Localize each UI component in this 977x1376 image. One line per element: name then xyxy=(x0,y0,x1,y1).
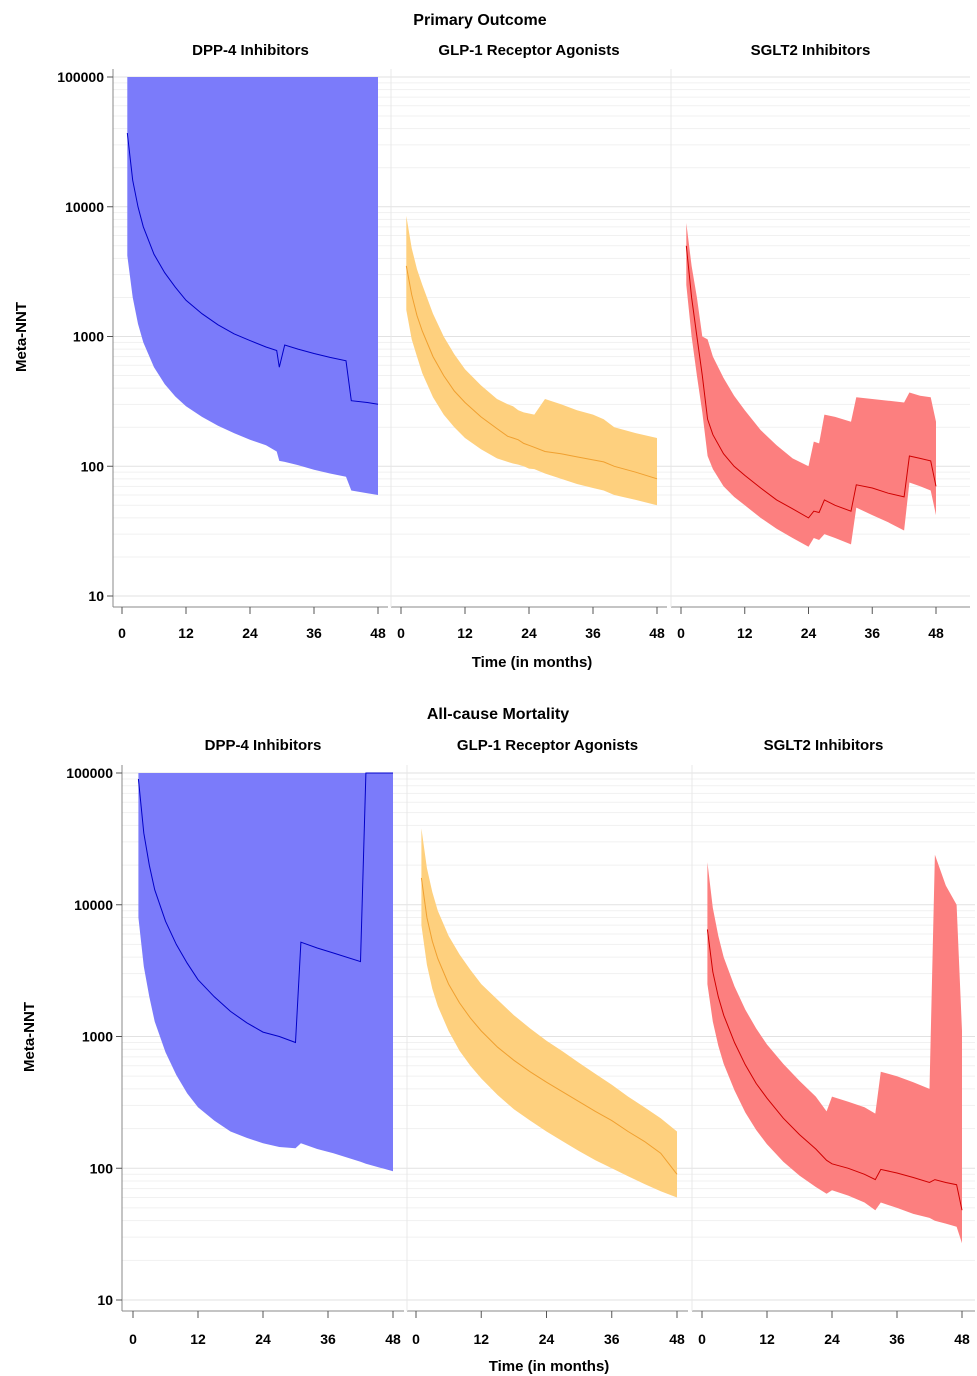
panel-title: SGLT2 Inhibitors xyxy=(764,737,884,754)
x-tick-label: 36 xyxy=(889,1331,905,1347)
y-tick-label: 100000 xyxy=(66,765,113,781)
y-tick-label: 100000 xyxy=(57,69,104,85)
estimate-line xyxy=(685,245,937,519)
x-axis-label: Time (in months) xyxy=(489,1358,610,1375)
x-tick-label: 24 xyxy=(242,625,258,641)
x-tick-label: 12 xyxy=(178,625,194,641)
panel-title: GLP-1 Receptor Agonists xyxy=(438,42,619,59)
confidence-band xyxy=(707,854,962,1244)
panel-dpp-4-inhibitors: DPP-4 Inhibitors 0 12 24 36 48 xyxy=(122,737,404,1347)
panel-title: DPP-4 Inhibitors xyxy=(192,42,309,59)
panel-dpp-4-inhibitors: DPP-4 Inhibitors 0 12 24 36 48 xyxy=(113,42,388,641)
figure-title-all-cause-mortality: All-cause Mortality xyxy=(427,706,569,723)
y-axis-label: Meta-NNT xyxy=(21,1002,38,1072)
panel-title: GLP-1 Receptor Agonists xyxy=(457,737,638,754)
y-tick-label: 100 xyxy=(90,1160,114,1176)
confidence-band xyxy=(686,223,936,547)
y-tick-label: 1000 xyxy=(82,1029,113,1045)
y-tick-label: 100 xyxy=(81,458,105,474)
x-tick-label: 48 xyxy=(370,625,386,641)
confidence-band xyxy=(138,773,393,1172)
x-tick-label: 12 xyxy=(190,1331,206,1347)
y-tick-label: 1000 xyxy=(73,329,104,345)
x-tick-label: 0 xyxy=(412,1331,420,1347)
x-tick-label: 48 xyxy=(385,1331,401,1347)
x-tick-label: 24 xyxy=(824,1331,840,1347)
x-tick-label: 24 xyxy=(539,1331,555,1347)
x-tick-label: 24 xyxy=(801,625,817,641)
y-tick-label: 10 xyxy=(88,588,104,604)
x-tick-label: 36 xyxy=(864,625,880,641)
confidence-band xyxy=(421,828,677,1198)
panel-sglt2-inhibitors: SGLT2 Inhibitors 0 12 24 36 48 xyxy=(670,42,970,641)
x-tick-label: 12 xyxy=(473,1331,489,1347)
estimate-line xyxy=(420,877,678,1175)
x-axis-label: Time (in months) xyxy=(472,654,593,671)
confidence-band xyxy=(127,77,378,495)
panel-glp-1-receptor-agonists: GLP-1 Receptor Agonists 0 12 24 36 48 xyxy=(390,42,667,641)
x-tick-label: 12 xyxy=(457,625,473,641)
x-tick-label: 36 xyxy=(604,1331,620,1347)
estimate-line xyxy=(706,929,963,1211)
x-tick-label: 12 xyxy=(759,1331,775,1347)
x-tick-label: 48 xyxy=(928,625,944,641)
x-tick-label: 36 xyxy=(585,625,601,641)
estimate-line xyxy=(137,772,393,1044)
x-tick-label: 0 xyxy=(698,1331,706,1347)
x-tick-label: 48 xyxy=(649,625,665,641)
figure-title-primary-outcome: Primary Outcome xyxy=(413,12,546,29)
y-tick-label: 10 xyxy=(97,1292,113,1308)
x-tick-label: 48 xyxy=(669,1331,685,1347)
primary-outcome-section: Primary Outcome Meta-NNT Time (in months… xyxy=(13,12,970,671)
panel-glp-1-receptor-agonists: GLP-1 Receptor Agonists 0 12 24 36 48 xyxy=(406,737,688,1347)
x-tick-label: 0 xyxy=(129,1331,137,1347)
y-tick-label: 10000 xyxy=(74,897,113,913)
all-cause-mortality-section: All-cause Mortality Meta-NNT Time (in mo… xyxy=(21,706,975,1375)
panel-sglt2-inhibitors: SGLT2 Inhibitors 0 12 24 36 48 xyxy=(691,737,975,1347)
panel-title: DPP-4 Inhibitors xyxy=(205,737,322,754)
estimate-line xyxy=(405,265,658,480)
x-tick-label: 36 xyxy=(320,1331,336,1347)
estimate-line xyxy=(126,132,379,405)
x-tick-label: 48 xyxy=(954,1331,970,1347)
panel-title: SGLT2 Inhibitors xyxy=(751,42,871,59)
x-tick-label: 24 xyxy=(255,1331,271,1347)
x-tick-label: 0 xyxy=(677,625,685,641)
x-tick-label: 36 xyxy=(306,625,322,641)
x-tick-label: 12 xyxy=(737,625,753,641)
x-tick-label: 24 xyxy=(521,625,537,641)
y-axis-label: Meta-NNT xyxy=(13,302,30,372)
x-tick-label: 0 xyxy=(118,625,126,641)
x-tick-label: 0 xyxy=(397,625,405,641)
y-tick-label: 10000 xyxy=(65,199,104,215)
confidence-band xyxy=(406,215,657,506)
